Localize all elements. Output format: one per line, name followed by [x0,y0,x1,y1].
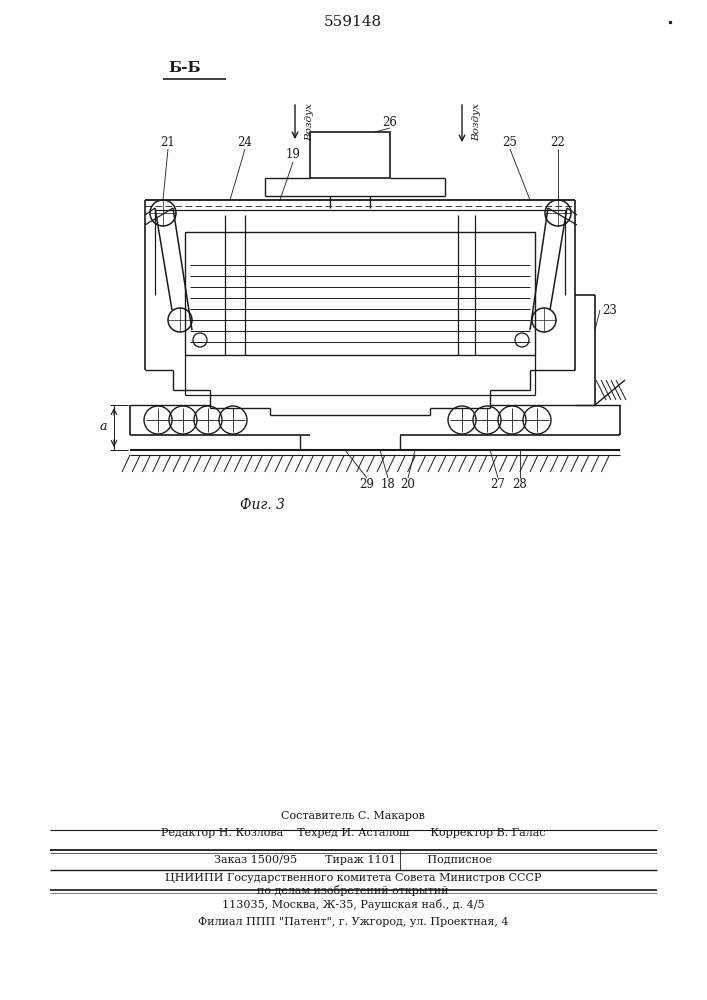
Text: 19: 19 [286,148,300,161]
Text: 20: 20 [401,479,416,491]
Text: 22: 22 [551,135,566,148]
Text: ЦНИИПИ Государственного комитета Совета Министров СССР: ЦНИИПИ Государственного комитета Совета … [165,873,542,883]
Text: 18: 18 [380,479,395,491]
Text: Воздух: Воздух [472,103,481,141]
Text: 27: 27 [491,479,506,491]
Text: 29: 29 [360,479,375,491]
Text: 23: 23 [602,304,617,316]
Text: 25: 25 [503,135,518,148]
Bar [310,132,390,178]
Text: Составитель С. Макаров: Составитель С. Макаров [281,811,425,821]
Text: Воздух: Воздух [305,103,314,141]
Text: по делам изобретений открытий: по делам изобретений открытий [257,886,449,896]
Text: 559148: 559148 [324,15,382,29]
Text: 28: 28 [513,479,527,491]
Text: 21: 21 [160,135,175,148]
Text: Редактор Н. Козлова    Техред И. Асталош      Корректор В. Галас: Редактор Н. Козлова Техред И. Асталош Ко… [160,828,545,838]
Text: 24: 24 [238,135,252,148]
Text: а: а [99,420,107,434]
Bar [185,232,535,355]
Text: Б-Б: Б-Б [168,61,201,75]
Text: Фиг. 3: Фиг. 3 [240,498,285,512]
Text: Заказ 1500/95        Тираж 1101         Подписное: Заказ 1500/95 Тираж 1101 Подписное [214,855,492,865]
Text: 26: 26 [382,115,397,128]
Text: Филиал ППП "Патент", г. Ужгород, ул. Проектная, 4: Филиал ППП "Патент", г. Ужгород, ул. Про… [198,917,508,927]
Text: 113035, Москва, Ж-35, Раушская наб., д. 4/5: 113035, Москва, Ж-35, Раушская наб., д. … [222,898,484,910]
